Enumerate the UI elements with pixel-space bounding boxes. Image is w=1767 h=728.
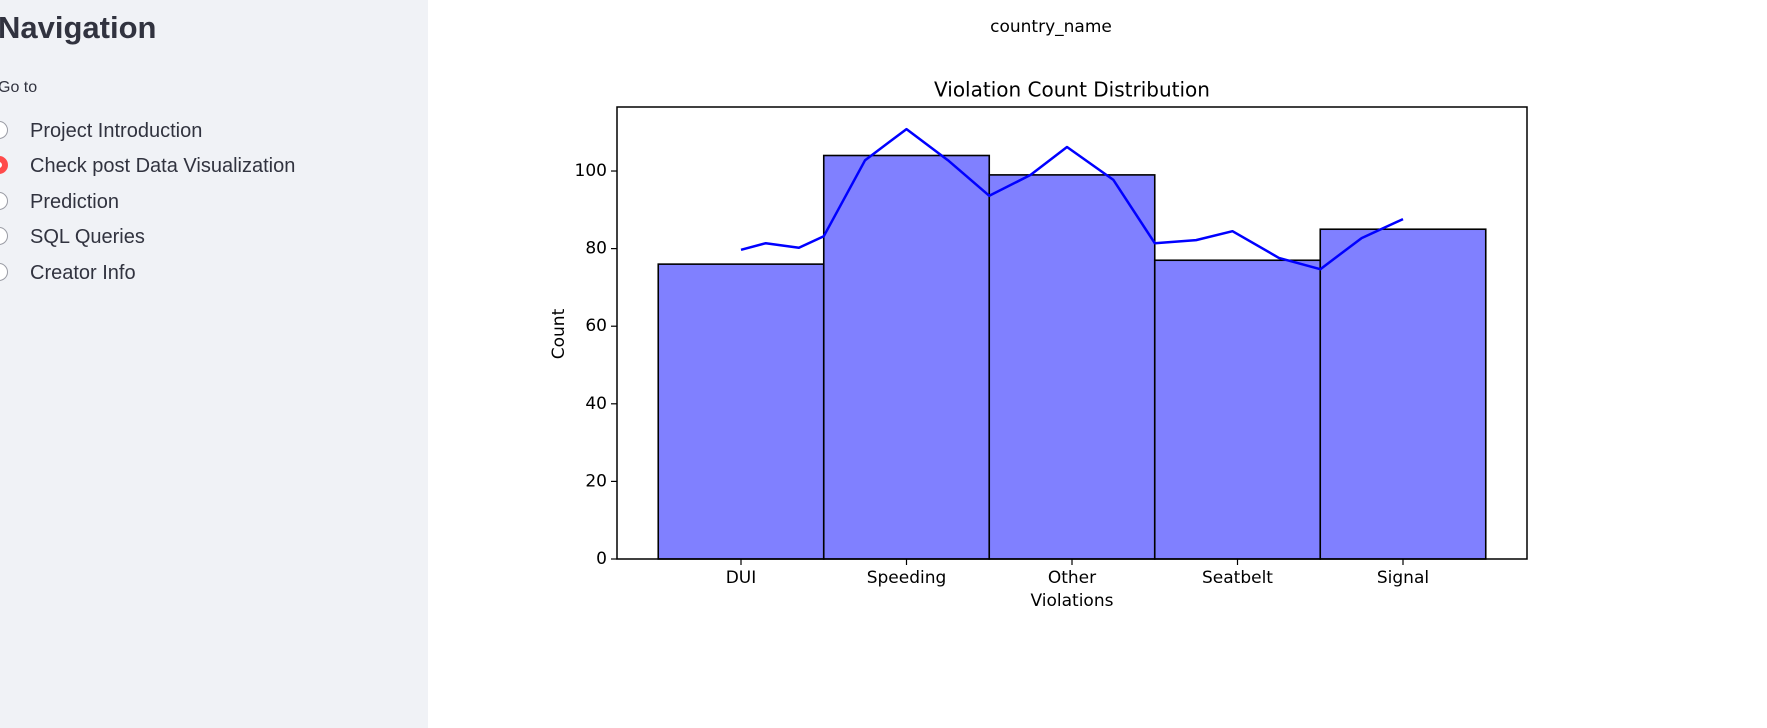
y-tick-label: 40 — [585, 394, 607, 414]
y-tick-label: 60 — [585, 316, 607, 336]
radio-label: Go to — [0, 79, 38, 96]
sidebar-title: Navigation — [0, 10, 157, 45]
radio-text[interactable]: Creator Info — [30, 261, 136, 284]
y-tick-label: 80 — [585, 239, 607, 259]
bar — [822, 154, 991, 560]
x-tick-label: DUI — [726, 568, 757, 588]
sidebar: Navigation Go to Project Introduction Che… — [0, 0, 428, 728]
caption: country_name — [990, 17, 1112, 37]
radio-text[interactable]: Check post Data Visualization — [30, 155, 296, 178]
y-tick-label: 20 — [585, 471, 607, 491]
y-axis-label: Count — [549, 308, 569, 359]
bar — [1319, 228, 1487, 560]
plot-frame — [616, 106, 1528, 560]
radio-text[interactable]: Project Introduction — [30, 120, 203, 142]
x-tick-label: Other — [1048, 568, 1096, 588]
x-tick-label: Signal — [1377, 568, 1429, 588]
kde-line — [740, 127, 1404, 271]
bar — [988, 174, 1156, 560]
x-tick-label: Speeding — [867, 568, 947, 588]
x-tick-label: Seatbelt — [1202, 568, 1273, 588]
radio-text[interactable]: Prediction — [30, 190, 119, 213]
radio-button[interactable] — [0, 156, 8, 175]
chart-title: Violation Count Distribution — [934, 78, 1210, 102]
y-tick-label: 100 — [575, 161, 607, 181]
x-axis-label: Violations — [1031, 591, 1114, 611]
radio-text[interactable]: SQL Queries — [30, 226, 145, 249]
y-tick-label: 0 — [596, 549, 607, 569]
bar — [1153, 259, 1322, 560]
bar — [657, 263, 825, 560]
